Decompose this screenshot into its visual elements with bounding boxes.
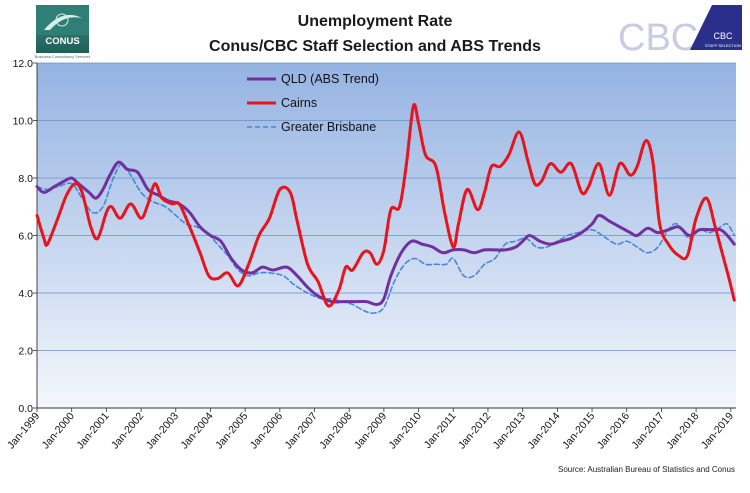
x-tick-label: Jan-2003	[144, 410, 181, 451]
x-tick-label: Jan-2001	[74, 410, 111, 451]
source-note: Source: Australian Bureau of Statistics …	[558, 465, 735, 474]
legend: QLD (ABS Trend) Cairns Greater Brisbane	[247, 72, 379, 134]
x-tick-label: Jan-2002	[109, 410, 146, 451]
cbc-badge-text: CBC	[713, 31, 733, 41]
y-tick-label: 12.0	[13, 58, 34, 70]
x-tick-label: Jan-2006	[248, 410, 285, 451]
x-tick-label: Jan-2005	[213, 410, 250, 451]
legend-label-cairns: Cairns	[281, 96, 317, 110]
x-tick-label: Jan-2008	[317, 410, 354, 451]
x-tick-label: Jan-2016	[595, 410, 632, 451]
y-tick-label: 0.0	[18, 403, 33, 415]
x-tick-label: Jan-2010	[387, 410, 424, 451]
x-tick-label: Jan-2017	[629, 410, 666, 451]
globe-icon	[44, 14, 82, 30]
chart-title: Unemployment Rate	[298, 13, 453, 30]
legend-label-qld: QLD (ABS Trend)	[281, 72, 379, 86]
cbc-logo: CBC CBC STAFF SELECTION	[618, 5, 742, 59]
conus-logo-text: CONUS	[45, 36, 79, 47]
x-tick-label: Jan-2009	[352, 410, 389, 451]
x-tick-label: Jan-2014	[525, 410, 562, 451]
y-tick-label: 2.0	[18, 346, 33, 358]
y-tick-label: 6.0	[18, 231, 33, 243]
x-tick-label: Jan-2011	[422, 410, 459, 451]
x-tick-label: Jan-2013	[491, 410, 528, 451]
x-tick-label: Jan-2004	[178, 410, 215, 451]
y-tick-label: 10.0	[13, 116, 34, 128]
series-line-qld	[35, 160, 736, 307]
y-tick-label: 8.0	[18, 173, 33, 185]
conus-logo-tagline: Business Consultancy Services	[35, 54, 91, 59]
x-tick-label: Jan-1999	[5, 410, 42, 451]
cbc-badge	[690, 5, 742, 50]
series-line-brisbane	[36, 162, 736, 314]
series-layer	[35, 103, 736, 314]
chart-subtitle: Conus/CBC Staff Selection and ABS Trends	[209, 38, 541, 55]
x-tick-label: Jan-2019	[699, 410, 736, 451]
cbc-logo-text: CBC	[618, 17, 698, 59]
x-tick-label: Jan-2000	[40, 410, 77, 451]
x-tick-label: Jan-2015	[560, 410, 597, 451]
y-tick-label: 4.0	[18, 288, 33, 300]
x-tick-label: Jan-2018	[664, 410, 701, 451]
legend-label-brisbane: Greater Brisbane	[281, 120, 376, 134]
series-line-cairns	[35, 103, 736, 308]
conus-logo: CONUS Business Consultancy Services	[35, 5, 91, 59]
x-tick-label: Jan-2007	[282, 410, 319, 451]
x-tick-label: Jan-2012	[456, 410, 493, 451]
cbc-badge-subtext: STAFF SELECTION	[705, 43, 741, 48]
